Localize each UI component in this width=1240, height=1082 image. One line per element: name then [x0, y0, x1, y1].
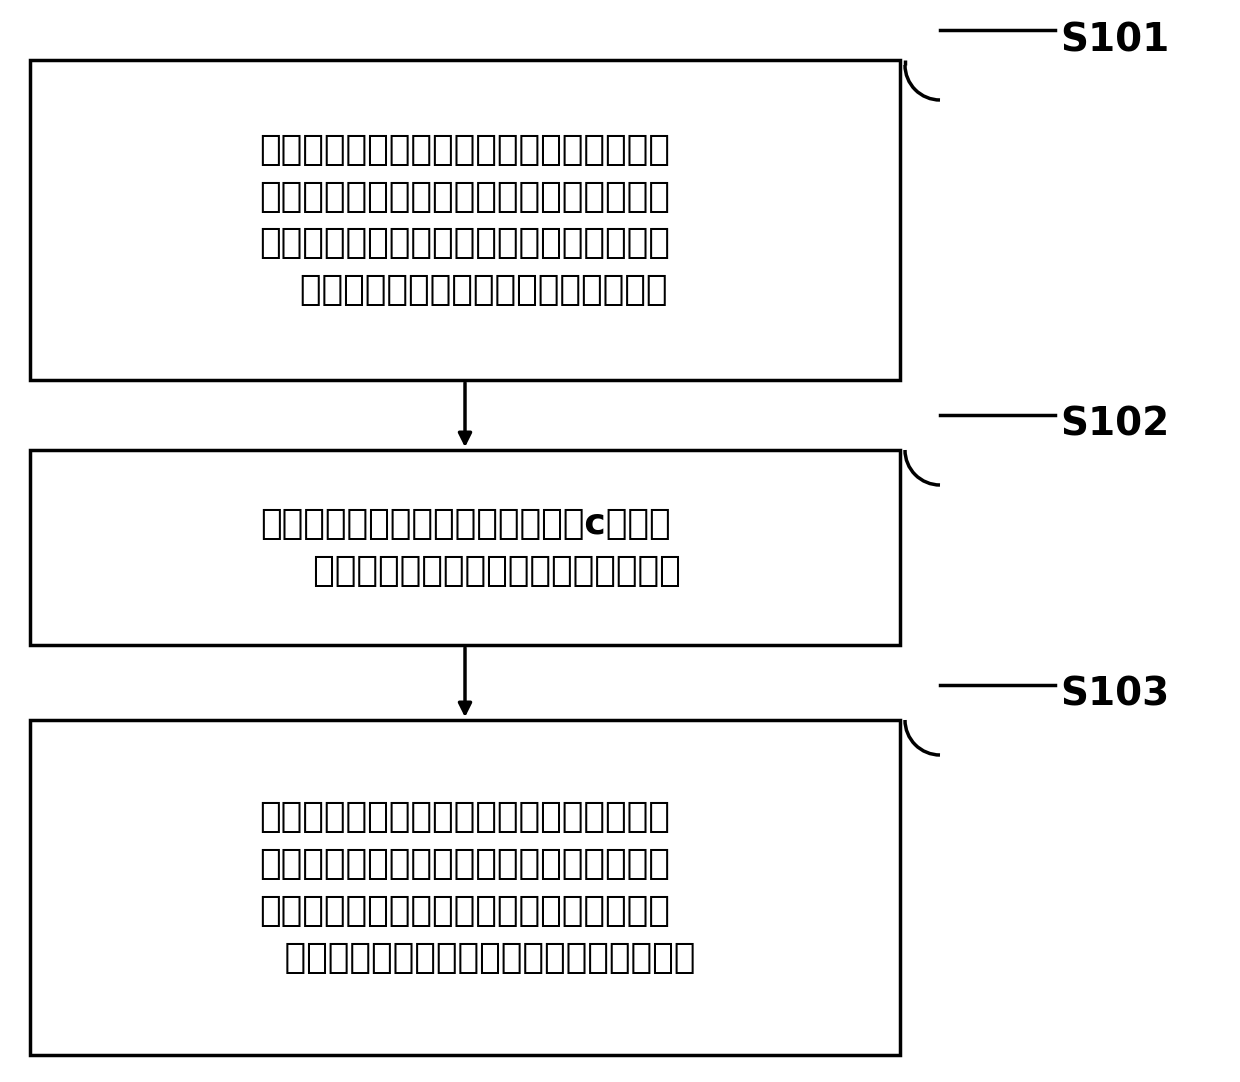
Text: S102: S102	[1060, 406, 1169, 444]
Text: 采集变压器的局部放电信号，采用非线性映: 采集变压器的局部放电信号，采用非线性映	[259, 133, 671, 167]
Text: 类算法将特征量聚类，形成若干个样本: 类算法将特征量聚类，形成若干个样本	[249, 554, 681, 588]
Bar	[30, 60, 900, 380]
Text: 网络算法进行局部放电信号类型模式的识别: 网络算法进行局部放电信号类型模式的识别	[234, 940, 696, 975]
Text: 放电信号提取特征量，组成代表局部放电信: 放电信号提取特征量，组成代表局部放电信	[259, 226, 671, 261]
Text: 将聚类后的每一个样本，分析相位和波形特: 将聚类后的每一个样本，分析相位和波形特	[259, 801, 671, 834]
Text: 对提取的特征量采用非监督性模糊c均值聚: 对提取的特征量采用非监督性模糊c均值聚	[259, 507, 671, 541]
Bar	[30, 720, 900, 1055]
Text: 射压缩特征量的方式和梅林变换算法对局部: 射压缩特征量的方式和梅林变换算法对局部	[259, 180, 671, 213]
Text: S101: S101	[1060, 21, 1169, 60]
Bar	[30, 450, 900, 645]
Text: 号特征的特征向量，映射在特征平面上: 号特征的特征向量，映射在特征平面上	[262, 273, 668, 307]
Text: S103: S103	[1060, 676, 1169, 714]
Text: 法对比每一个样本建立样本指纹库，用神经: 法对比每一个样本建立样本指纹库，用神经	[259, 894, 671, 928]
Text: 征，提取相关特征，用数学形态学颗粒分析: 征，提取相关特征，用数学形态学颗粒分析	[259, 847, 671, 881]
